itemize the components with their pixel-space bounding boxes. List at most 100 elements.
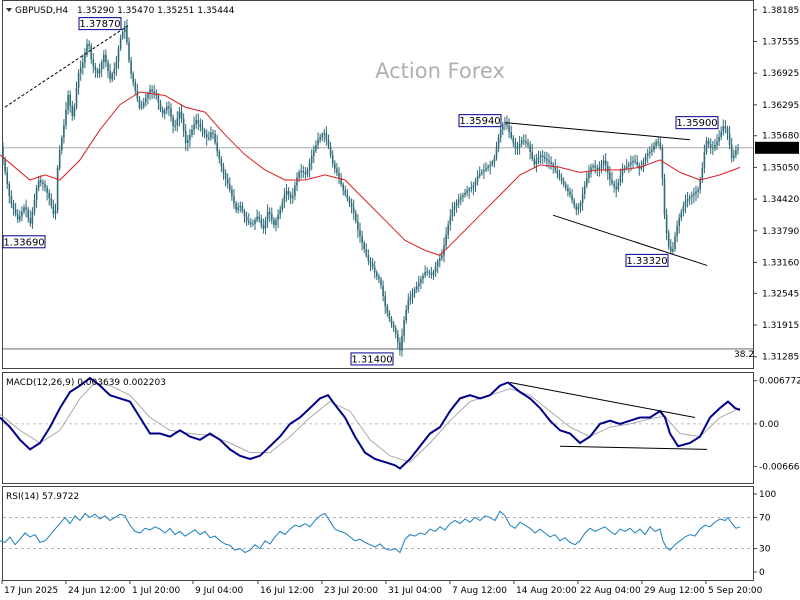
candle-body xyxy=(147,93,149,98)
candle-body xyxy=(630,162,632,165)
candle-body xyxy=(294,185,296,197)
candle-body xyxy=(37,180,40,188)
candle-body xyxy=(411,293,414,297)
candle-body xyxy=(205,134,208,138)
candle-body xyxy=(481,171,483,174)
candle-body xyxy=(596,167,599,170)
candle-body xyxy=(130,60,132,74)
candle-body xyxy=(14,208,17,215)
time-axis-label: 5 Sep 20:00 xyxy=(708,586,763,596)
candle-body xyxy=(565,184,567,189)
candle-body xyxy=(29,217,32,224)
candle-body xyxy=(575,205,578,210)
candle-body xyxy=(527,143,529,145)
candle-body xyxy=(657,141,659,143)
candle-body xyxy=(407,300,410,310)
candle-body xyxy=(586,177,588,186)
candle-body xyxy=(271,214,273,220)
candle-body xyxy=(609,172,611,180)
price-axis-label: 1.37555 xyxy=(762,37,799,47)
candle-body xyxy=(279,209,281,215)
candle-body xyxy=(285,190,288,196)
price-trendline xyxy=(552,214,708,266)
candle-body xyxy=(327,139,330,147)
candle-body xyxy=(180,111,183,119)
candle-body xyxy=(355,212,357,222)
candle-body xyxy=(571,195,573,201)
candle-body xyxy=(107,62,109,72)
candle-body xyxy=(499,129,502,138)
candle-body xyxy=(166,106,168,111)
candle-body xyxy=(281,202,284,210)
candle-body xyxy=(77,72,80,88)
candle-body xyxy=(625,165,628,168)
annotation-box xyxy=(78,17,122,31)
candle-body xyxy=(653,145,655,150)
candle-body xyxy=(302,170,305,173)
candle-body xyxy=(661,148,664,178)
candle-body xyxy=(258,216,260,219)
macd-series xyxy=(0,376,753,470)
symbol-header: GBPUSD,H4 1.35290 1.35470 1.35251 1.3544… xyxy=(6,6,235,16)
candle-body xyxy=(567,188,569,192)
candle-body xyxy=(516,147,519,149)
candle-body xyxy=(54,210,57,214)
candle-body xyxy=(464,193,466,196)
candle-body xyxy=(604,160,607,166)
candle-body xyxy=(455,202,458,206)
annotation-box xyxy=(2,235,46,249)
time-axis-label: 9 Jul 04:00 xyxy=(195,586,244,596)
candle-body xyxy=(313,150,315,156)
candle-body xyxy=(380,279,382,286)
candle-body xyxy=(695,191,697,194)
price-axis-label: 1.36925 xyxy=(762,69,799,79)
price-axis-label: 1.35680 xyxy=(762,132,799,142)
candle-body xyxy=(4,159,6,172)
macd-panel xyxy=(2,372,754,484)
candle-body xyxy=(728,133,731,145)
candle-body xyxy=(145,97,147,103)
candle-body xyxy=(449,216,452,225)
candle-body xyxy=(344,190,347,195)
candle-body xyxy=(462,195,464,198)
candle-body xyxy=(397,333,399,343)
candle-body xyxy=(430,273,433,276)
annotation-label: 1.37870 xyxy=(79,19,120,30)
candle-body xyxy=(466,190,468,194)
candle-body xyxy=(117,48,120,62)
candle-body xyxy=(541,155,544,158)
candle-body xyxy=(533,158,536,165)
candle-body xyxy=(619,175,622,183)
candle-body xyxy=(623,167,626,170)
candle-body xyxy=(672,248,674,252)
candle-body xyxy=(161,109,164,114)
candle-body xyxy=(222,166,225,174)
candle-body xyxy=(730,144,733,158)
candle-body xyxy=(422,275,424,280)
triangle-icon xyxy=(6,8,12,12)
price-annotation: 1.37870 xyxy=(78,17,122,31)
candle-body xyxy=(56,167,59,211)
ohlc-values: 1.35290 1.35470 1.35251 1.35444 xyxy=(77,6,235,16)
candle-body xyxy=(476,175,479,182)
candle-body xyxy=(256,216,258,221)
candle-body xyxy=(529,144,531,152)
candle-body xyxy=(684,201,687,207)
candle-body xyxy=(268,211,271,215)
candle-body xyxy=(231,189,233,197)
candle-body xyxy=(474,181,477,186)
candle-body xyxy=(100,61,103,70)
candle-body xyxy=(478,173,481,176)
candle-body xyxy=(489,164,491,167)
candle-body xyxy=(157,95,160,103)
candle-body xyxy=(52,205,55,214)
candle-body xyxy=(491,162,494,165)
candle-body xyxy=(378,276,380,280)
candle-body xyxy=(735,150,737,156)
candle-body xyxy=(546,158,548,161)
candle-body xyxy=(46,187,48,193)
time-axis-label: 14 Aug 20:00 xyxy=(516,586,577,596)
candle-body xyxy=(665,214,668,234)
price-axis-label: 1.31915 xyxy=(762,321,799,331)
candle-body xyxy=(201,127,204,131)
